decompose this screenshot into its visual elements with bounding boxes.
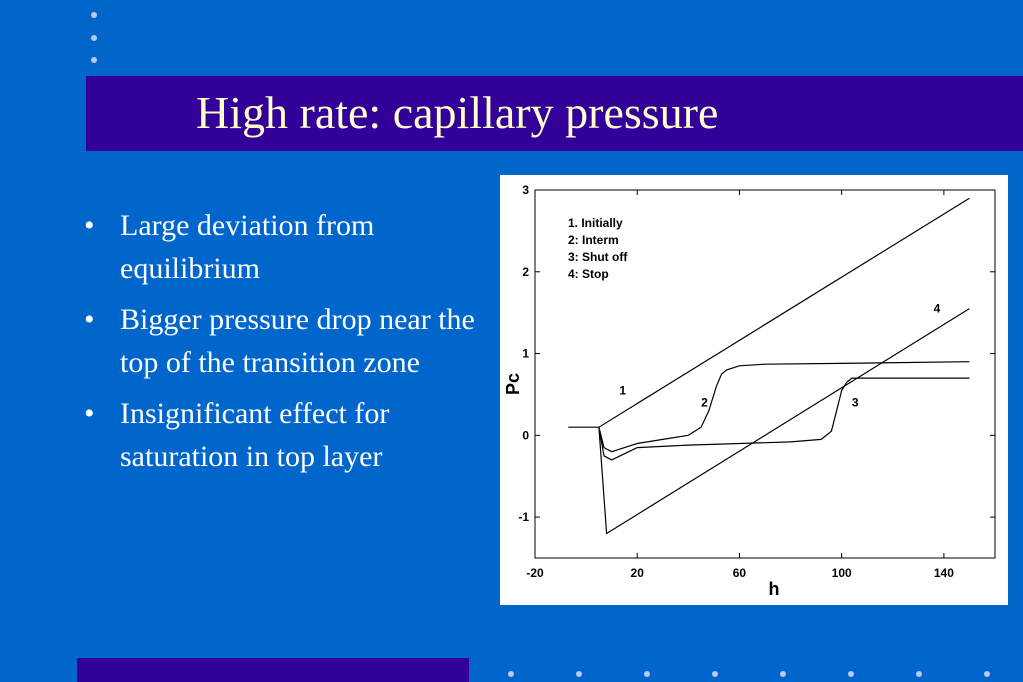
series-label-4: 4 <box>934 302 941 316</box>
x-tick-label: 140 <box>934 566 954 580</box>
bullet-item: • Insignificant effect for saturation in … <box>84 392 494 478</box>
series-line-2 <box>598 361 970 453</box>
chart-panel: -1 0 1 2 3 -20 20 60 100 140 1 2 3 4 1. Initially 2:… <box>500 175 1008 605</box>
decor-dot <box>576 671 582 677</box>
decor-dot <box>712 671 718 677</box>
series-label-2: 2 <box>701 396 708 410</box>
bullet-text: Insignificant effect for saturation in t… <box>120 397 390 473</box>
series-line-4 <box>598 308 970 535</box>
decor-dot <box>91 35 97 41</box>
x-axis: -20 20 60 100 140 <box>526 190 954 580</box>
bullet-dot-icon: • <box>84 303 95 336</box>
x-tick-label: 60 <box>733 566 747 580</box>
bottom-bar <box>77 658 469 682</box>
series-label-1: 1 <box>619 383 626 397</box>
series-group: 1 2 3 4 <box>568 197 970 535</box>
y-tick-label: 1 <box>522 347 529 361</box>
decor-dot <box>984 671 990 677</box>
series-line-3 <box>598 377 970 461</box>
legend-entry: 4: Stop <box>568 267 609 281</box>
decor-dot <box>916 671 922 677</box>
bullet-list: • Large deviation from equilibrium • Bigge… <box>84 204 494 486</box>
bullet-text: Bigger pressure drop near the top of the… <box>120 303 475 379</box>
legend-entry: 3: Shut off <box>568 250 628 264</box>
y-tick-label: 3 <box>522 183 529 197</box>
bullet-dot-icon: • <box>84 397 95 430</box>
series-label-3: 3 <box>852 396 859 410</box>
y-tick-label: 2 <box>522 265 529 279</box>
pc-vs-h-chart: -1 0 1 2 3 -20 20 60 100 140 1 2 3 4 1. Initially 2:… <box>503 183 996 599</box>
decor-dot <box>644 671 650 677</box>
bullet-dot-icon: • <box>84 209 95 242</box>
y-tick-label: 0 <box>522 428 529 442</box>
decor-dot <box>91 57 97 63</box>
legend-entry: 1. Initially <box>568 216 623 230</box>
decor-dot <box>848 671 854 677</box>
x-axis-label: h <box>769 579 780 599</box>
legend: 1. Initially 2: Interm 3: Shut off 4: Stop <box>568 216 628 281</box>
legend-entry: 2: Interm <box>568 233 619 247</box>
y-axis-label: Pc <box>503 373 523 395</box>
decor-dot <box>508 671 514 677</box>
slide-title: High rate: capillary pressure <box>196 87 719 138</box>
decor-dot <box>91 12 97 18</box>
bullet-item: • Large deviation from equilibrium <box>84 204 494 290</box>
bullet-text: Large deviation from equilibrium <box>120 209 375 285</box>
x-tick-label: -20 <box>526 566 544 580</box>
decor-dot <box>780 671 786 677</box>
x-tick-label: 100 <box>832 566 852 580</box>
bullet-item: • Bigger pressure drop near the top of th… <box>84 298 494 384</box>
title-bar: High rate: capillary pressure <box>86 76 1023 151</box>
y-tick-label: -1 <box>518 510 529 524</box>
y-axis: -1 0 1 2 3 <box>518 183 995 524</box>
x-tick-label: 20 <box>631 566 645 580</box>
series-line-1 <box>568 197 970 428</box>
plot-frame <box>534 189 996 559</box>
